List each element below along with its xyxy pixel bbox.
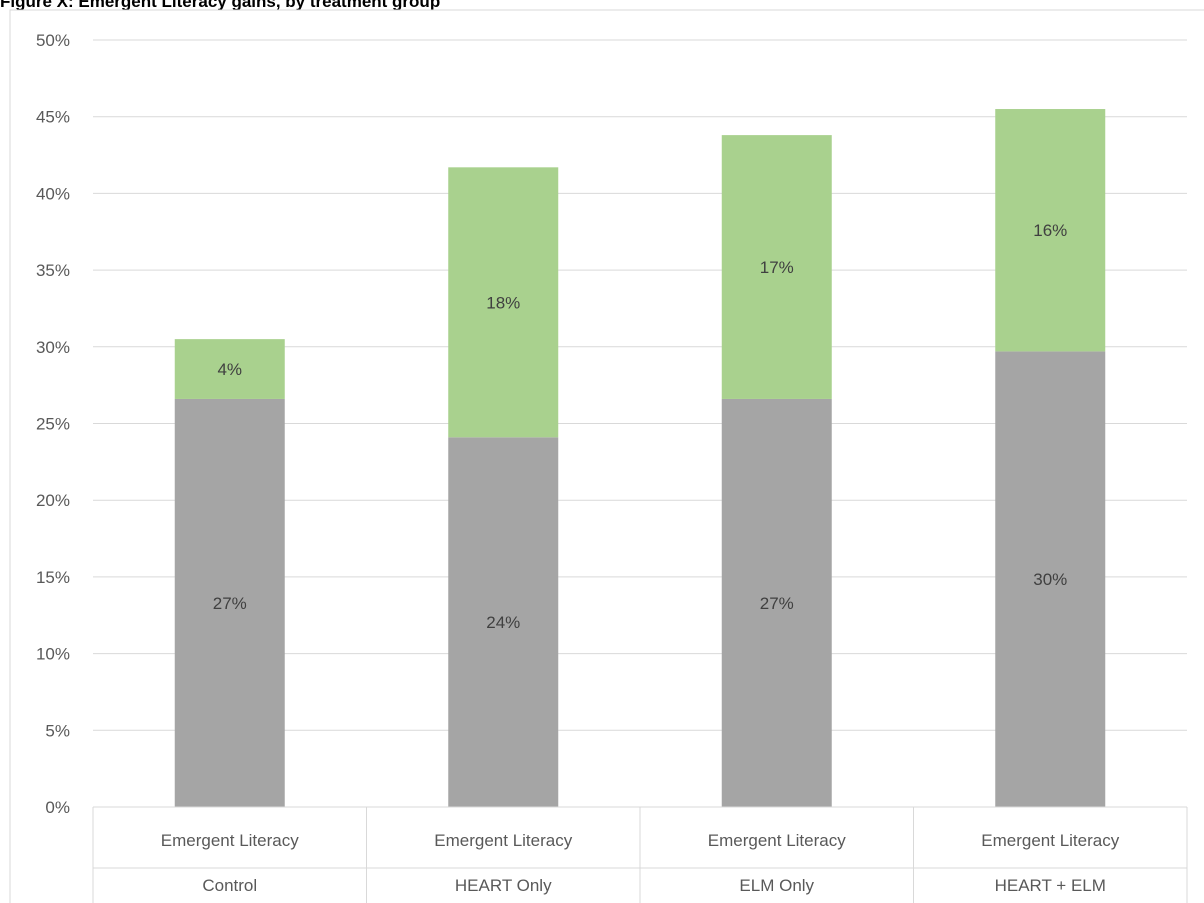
x-tick-label: Emergent Literacy — [161, 831, 299, 850]
y-tick-label: 50% — [36, 31, 70, 50]
chart-border — [9, 9, 1204, 903]
x-tick-label: Emergent Literacy — [434, 831, 572, 850]
x-tick-label: ELM Only — [739, 876, 814, 895]
bar-segment — [721, 135, 832, 399]
data-label: 18% — [486, 293, 520, 312]
y-tick-label: 0% — [45, 798, 70, 817]
bar-segment — [721, 398, 832, 807]
bar-segment — [174, 398, 285, 807]
axes: 0% 5% 10% 15% 20% 25% 30% 35% 40% 45% 50% Emergent … — [36, 31, 1188, 903]
y-tick-label: 45% — [36, 108, 70, 127]
bars — [174, 109, 1106, 807]
data-label: 17% — [760, 258, 794, 277]
x-tick-label: HEART Only — [455, 876, 552, 895]
y-tick-label: 35% — [36, 261, 70, 280]
data-label: 27% — [213, 594, 247, 613]
y-tick-label: 10% — [36, 645, 70, 664]
x-tick-label: Emergent Literacy — [981, 831, 1119, 850]
data-label: 16% — [1033, 221, 1067, 240]
data-label: 30% — [1033, 570, 1067, 589]
bar-segment — [174, 339, 285, 399]
x-tick-label: Emergent Literacy — [708, 831, 846, 850]
x-tick-label: HEART + ELM — [995, 876, 1106, 895]
y-tick-label: 15% — [36, 568, 70, 587]
data-labels: 27% 4% 24% 18% 27% 17% 30% 16% — [213, 221, 1068, 632]
bar-segment — [995, 351, 1106, 807]
y-tick-label: 20% — [36, 491, 70, 510]
x-tick-label: Control — [202, 876, 257, 895]
y-tick-label: 5% — [45, 721, 70, 740]
y-tick-label: 25% — [36, 415, 70, 434]
data-label: 27% — [760, 594, 794, 613]
chart-title: Figure X: Emergent Literacy gains, by tr… — [0, 0, 441, 10]
bar-segment — [448, 437, 559, 807]
data-label: 24% — [486, 613, 520, 632]
y-tick-label: 30% — [36, 338, 70, 357]
data-label: 4% — [217, 360, 242, 379]
y-tick-label: 40% — [36, 184, 70, 203]
bar-segment — [448, 167, 559, 438]
bar-segment — [995, 109, 1106, 352]
